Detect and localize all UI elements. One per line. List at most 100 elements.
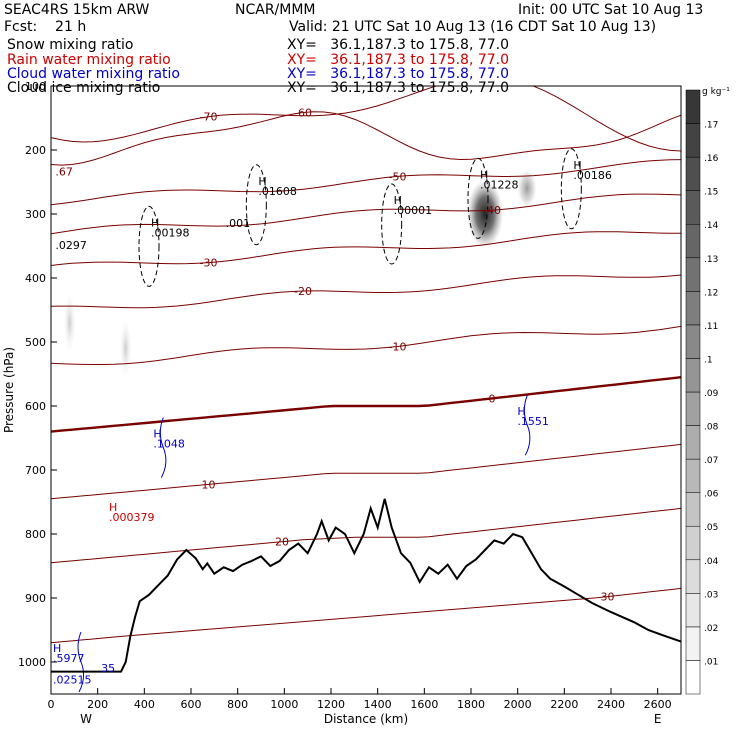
- cloud-ice-max-h-3: H: [573, 159, 581, 172]
- temperature-contour-label-0: -70: [200, 111, 218, 124]
- cloud-ice-max-h-0: H: [394, 194, 402, 207]
- colorbar-unit: g kg⁻¹: [702, 87, 730, 97]
- x-tick-label-4: 800: [227, 698, 248, 711]
- colorbar-bin-14: [685, 190, 701, 225]
- y-tick-label-6: 800: [25, 528, 46, 541]
- colorbar-label-16: .17: [704, 121, 718, 131]
- cloud-water-small-label-1: .02515: [53, 674, 92, 687]
- colorbar-label-5: .06: [704, 490, 719, 500]
- cloud-ice-contour-2: [467, 157, 489, 239]
- snow-shade-1: [517, 168, 537, 209]
- x-tick-label-1: 200: [87, 698, 108, 711]
- rain-max-value-0: .000379: [109, 511, 155, 524]
- field-cloudice-name: Cloud ice mixing ratio: [7, 80, 161, 96]
- temperature-contour-4: [51, 231, 681, 266]
- colorbar-label-0: .01: [704, 657, 718, 667]
- temperature-contour-label-10: 30: [601, 591, 615, 604]
- x-tick-label-8: 1600: [410, 698, 438, 711]
- cloud-ice-max-value-0: .00001: [394, 204, 433, 217]
- cloud-ice-contour-0: [381, 183, 403, 265]
- field-rain-name: Rain water mixing ratio: [7, 52, 171, 68]
- colorbar-label-4: .05: [704, 523, 718, 533]
- colorbar-bin-7: [685, 425, 701, 460]
- colorbar-label-3: .04: [704, 557, 719, 567]
- x-tick-label-3: 600: [181, 698, 202, 711]
- chart-title: SEAC4RS 15km ARW: [4, 2, 150, 18]
- temperature-contour-7: [51, 376, 681, 433]
- colorbar-label-6: .07: [704, 456, 718, 466]
- center-name: NCAR/MMM: [235, 2, 316, 18]
- cloud-water-max-h-1: H: [517, 405, 525, 418]
- colorbar-bin-9: [685, 358, 701, 393]
- x-tick-label-9: 1800: [457, 698, 485, 711]
- snow-shade-3: [119, 318, 132, 379]
- y-tick-label-7: 900: [25, 592, 46, 605]
- colorbar-bin-6: [685, 458, 701, 493]
- y-tick-label-2: 400: [25, 272, 46, 285]
- colorbar-bin-10: [685, 324, 701, 359]
- colorbar-bin-1: [685, 626, 701, 661]
- cloud-ice-max-value-3: .00186: [573, 169, 612, 182]
- y-tick-label-5: 700: [25, 464, 46, 477]
- temperature-contour-6: [51, 325, 681, 365]
- cloud-ice-contour-label-2: .67: [55, 166, 72, 179]
- y-tick-label-8: 1000: [18, 656, 46, 669]
- temperature-contour-label-1: -60: [294, 106, 312, 119]
- cloud-ice-contour-4: [138, 205, 160, 287]
- temperature-contour-2: [51, 159, 681, 206]
- field-cloudice-xy: XY= 36.1,187.3 to 175.8, 77.0: [287, 80, 510, 96]
- x-axis-label: Distance (km): [324, 712, 408, 726]
- y-axis-label: Pressure (hPa): [2, 347, 16, 433]
- y-tick-label-0: 200: [25, 144, 46, 157]
- cloud-water-max-h-2: H: [53, 642, 61, 655]
- colorbar-bin-13: [685, 223, 701, 259]
- cloud-water-max-h-0: H: [153, 428, 161, 441]
- colorbar-bin-4: [685, 525, 701, 561]
- colorbar-label-14: .15: [704, 188, 718, 198]
- x-tick-label-12: 2400: [597, 698, 625, 711]
- terrain-line: [51, 498, 681, 673]
- cloud-ice-max-h-2: H: [480, 168, 488, 181]
- colorbar-bin-8: [685, 391, 701, 426]
- cloud-ice-max-h-1: H: [258, 175, 266, 188]
- cloud-ice-contour-3: [560, 148, 582, 230]
- field-snow-xy: XY= 36.1,187.3 to 175.8, 77.0: [287, 37, 510, 53]
- colorbar-bin-5: [685, 492, 701, 527]
- temperature-contour-label-5: -20: [294, 285, 312, 298]
- x-tick-label-0: 0: [48, 698, 55, 711]
- temperature-contour-label-9: 20: [275, 536, 289, 549]
- colorbar-label-1: .02: [704, 624, 718, 634]
- temperature-contour-label-2: -50: [389, 170, 407, 183]
- colorbar-bin-15: [685, 156, 701, 191]
- cloud-ice-max-value-4: .00198: [151, 226, 190, 239]
- cloud-water-contour-0: [159, 417, 167, 478]
- y-tick-label-4: 600: [25, 400, 46, 413]
- cloud-ice-max-value-2: .01228: [480, 178, 519, 191]
- x-tick-label-5: 1000: [270, 698, 298, 711]
- cloud-water-max-value-1: .1551: [517, 415, 549, 428]
- field-cloudwater-xy: XY= 36.1,187.3 to 175.8, 77.0: [287, 66, 510, 82]
- temperature-contour-3: [51, 193, 681, 235]
- colorbar-label-8: .09: [704, 389, 719, 399]
- temperature-contour-1: [51, 111, 681, 166]
- temperature-contour-0: [51, 86, 681, 152]
- colorbar-label-2: .03: [704, 590, 718, 600]
- temperature-contour-label-4: -30: [200, 257, 218, 270]
- plot-frame: [50, 85, 682, 695]
- cloud-water-contour-1: [523, 395, 531, 456]
- init-time: Init: 00 UTC Sat 10 Aug 13: [518, 2, 704, 18]
- colorbar-bin-17: [685, 89, 701, 124]
- colorbar-bin-16: [685, 123, 701, 158]
- x-tick-label-13: 2600: [644, 698, 672, 711]
- x-end-label-right: E: [654, 712, 662, 726]
- colorbar-label-10: .11: [704, 322, 718, 332]
- x-tick-label-7: 1400: [364, 698, 392, 711]
- y-tick-label-top: 100: [25, 80, 46, 93]
- colorbar-bin-12: [685, 257, 701, 292]
- temperature-contour-label-3: -40: [483, 204, 501, 217]
- colorbar-label-11: .12: [704, 288, 718, 298]
- temperature-contour-9: [51, 507, 681, 564]
- field-cloudwater-name: Cloud water mixing ratio: [7, 66, 180, 82]
- x-tick-label-6: 1200: [317, 698, 345, 711]
